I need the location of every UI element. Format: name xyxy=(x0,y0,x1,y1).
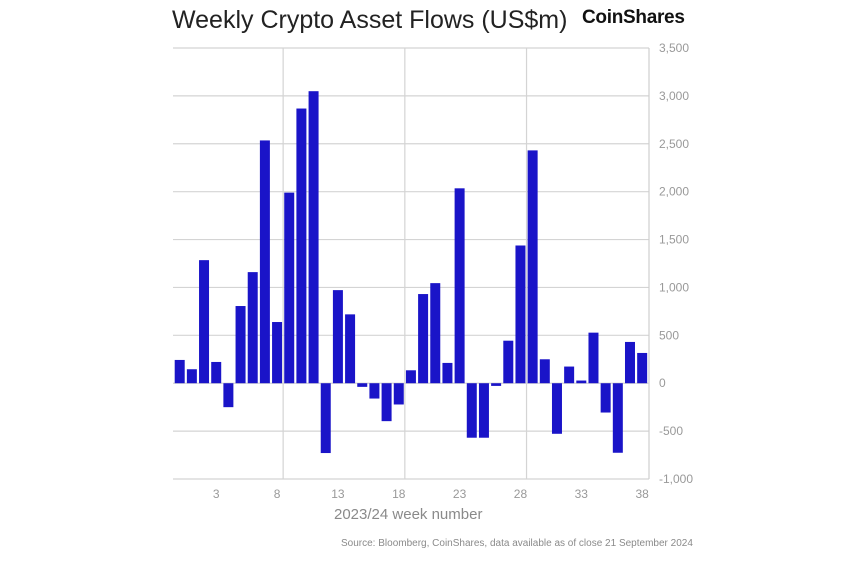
chart-title: Weekly Crypto Asset Flows (US$m) xyxy=(172,6,568,34)
bar-week-31 xyxy=(551,383,562,434)
bar-week-18 xyxy=(393,383,404,405)
x-tick-label: 13 xyxy=(331,487,345,501)
y-tick-label: 500 xyxy=(659,328,679,342)
bar-week-19 xyxy=(405,370,416,384)
bar-week-4 xyxy=(223,383,234,408)
y-tick-label: 3,000 xyxy=(659,89,689,103)
x-tick-label: 33 xyxy=(575,487,589,501)
bar-week-35 xyxy=(600,383,611,413)
bar-week-11 xyxy=(308,91,319,384)
bar-week-29 xyxy=(527,150,538,384)
x-tick-label: 18 xyxy=(392,487,406,501)
bar-week-38 xyxy=(637,352,648,384)
bar-week-13 xyxy=(332,290,343,384)
bar-week-6 xyxy=(247,272,258,384)
bar-week-23 xyxy=(454,188,465,384)
y-tick-label: 1,000 xyxy=(659,280,689,294)
bar-week-20 xyxy=(418,294,429,384)
bar-week-12 xyxy=(320,383,331,454)
bar-week-21 xyxy=(430,283,441,384)
bar-week-15 xyxy=(357,383,368,387)
bar-week-37 xyxy=(624,341,635,384)
bar-week-1 xyxy=(186,369,197,384)
y-tick-label: -500 xyxy=(659,424,683,438)
bar-week-34 xyxy=(588,332,599,384)
y-tick-label: 3,500 xyxy=(659,41,689,55)
bar-week-24 xyxy=(466,383,477,438)
bar-week-30 xyxy=(539,359,550,384)
y-tick-label: 0 xyxy=(659,376,666,390)
bar-week-32 xyxy=(564,366,575,384)
bar-week-16 xyxy=(369,383,380,399)
x-tick-label: 38 xyxy=(635,487,649,501)
x-axis-label: 2023/24 week number xyxy=(334,506,483,523)
bar-week-26 xyxy=(491,383,502,386)
x-tick-label: 8 xyxy=(274,487,281,501)
bar-week-14 xyxy=(345,314,356,384)
bar-week-0 xyxy=(174,359,185,384)
bar-week-2 xyxy=(199,260,210,384)
bar-week-33 xyxy=(576,380,587,384)
bar-week-27 xyxy=(503,340,514,384)
x-tick-label: 23 xyxy=(453,487,467,501)
bar-week-17 xyxy=(381,383,392,422)
bar-week-9 xyxy=(284,192,295,384)
source-note: Source: Bloomberg, CoinShares, data avai… xyxy=(341,538,693,549)
bar-week-8 xyxy=(272,322,283,384)
bar-week-5 xyxy=(235,306,246,384)
y-tick-label: -1,000 xyxy=(659,472,693,486)
bar-week-36 xyxy=(612,383,623,453)
coinshares-logo: CoinShares xyxy=(582,7,685,28)
y-tick-label: 1,500 xyxy=(659,233,689,247)
bar-week-22 xyxy=(442,362,453,384)
bar-week-25 xyxy=(478,383,489,438)
x-tick-label: 28 xyxy=(514,487,528,501)
x-tick-label: 3 xyxy=(213,487,220,501)
bar-week-7 xyxy=(259,140,270,384)
bar-week-28 xyxy=(515,245,526,384)
bar-week-10 xyxy=(296,108,307,384)
y-tick-label: 2,000 xyxy=(659,185,689,199)
bar-week-3 xyxy=(211,361,222,384)
y-tick-label: 2,500 xyxy=(659,137,689,151)
